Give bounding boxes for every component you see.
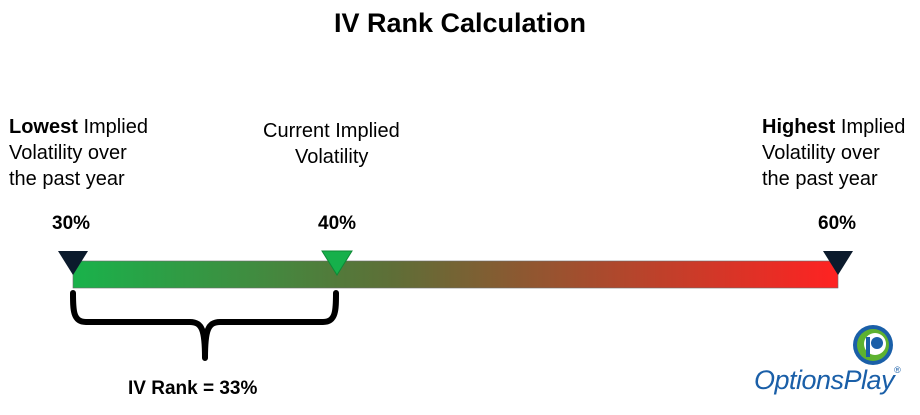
highest-iv-label: Highest Implied Volatility over the past… xyxy=(762,114,905,192)
lowest-line2: Volatility over xyxy=(9,142,127,164)
current-line1: Current Implied xyxy=(263,120,400,142)
optionsplay-logo: OptionsPlay® xyxy=(748,322,908,410)
highest-line3: the past year xyxy=(762,168,878,190)
lowest-line3: the past year xyxy=(9,168,125,190)
highest-value: 60% xyxy=(818,213,857,234)
current-value: 40% xyxy=(318,213,357,234)
lowest-line1: Implied xyxy=(77,116,148,138)
highest-marker xyxy=(823,251,853,275)
iv-gradient-bar xyxy=(72,260,839,289)
highest-line1: Implied xyxy=(835,116,906,138)
lowest-strong: Lowest xyxy=(9,116,78,138)
rank-brace xyxy=(70,290,339,361)
lowest-value: 30% xyxy=(52,213,91,234)
optionsplay-logo-mark xyxy=(853,325,893,365)
iv-rank-result: IV Rank = 33% xyxy=(128,378,258,399)
current-line2: Volatility xyxy=(295,146,369,168)
highest-line2: Volatility over xyxy=(762,142,880,164)
page-title: IV Rank Calculation xyxy=(333,8,587,38)
current-iv-label: Current Implied Volatility xyxy=(263,118,400,170)
lowest-iv-label: Lowest Implied Volatility over the past … xyxy=(9,114,148,192)
optionsplay-wordmark: OptionsPlay® xyxy=(754,365,901,395)
lowest-marker xyxy=(58,251,88,275)
highest-strong: Highest xyxy=(762,116,836,138)
current-marker xyxy=(321,250,353,276)
